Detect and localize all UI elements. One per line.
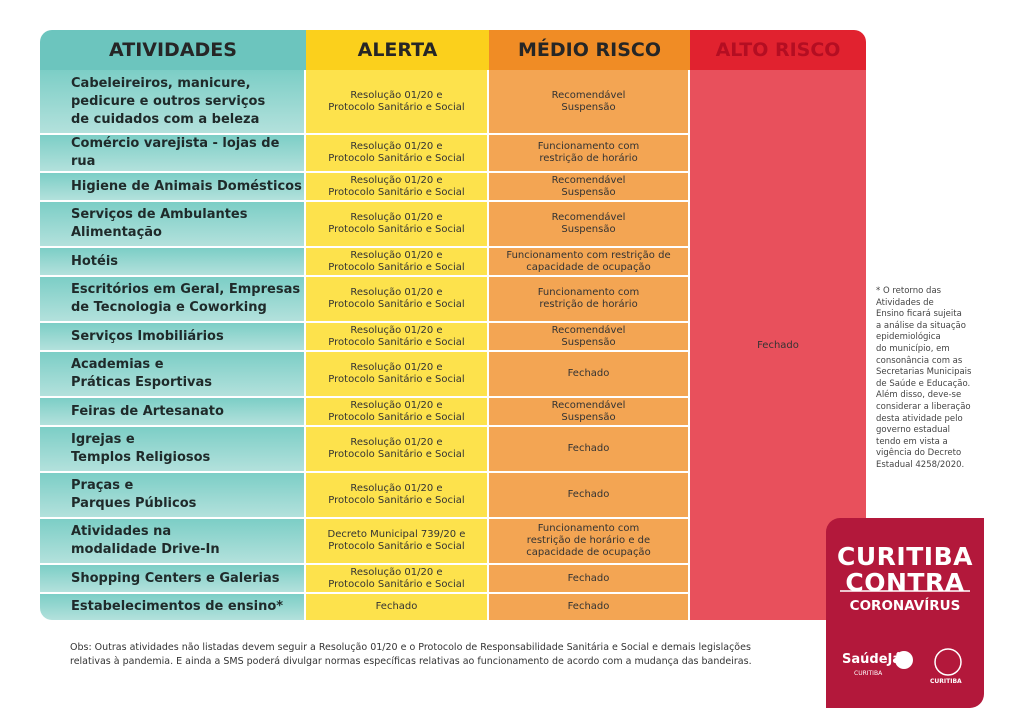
medium-risk-cell: Fechado: [489, 594, 690, 620]
alert-cell: Resolução 01/20 e Protocolo Sanitário e …: [306, 323, 489, 352]
activity-cell: Estabelecimentos de ensino*: [40, 594, 306, 620]
saude-ja-logo: SaúdeJá: [842, 652, 902, 667]
medium-risk-cell: Funcionamento com restrição de horário: [489, 135, 690, 173]
medium-risk-cell: Recomendável Suspensão: [489, 398, 690, 427]
medium-risk-cell: Fechado: [489, 427, 690, 473]
activity-cell: Shopping Centers e Galerias: [40, 565, 306, 594]
alert-cell: Resolução 01/20 e Protocolo Sanitário e …: [306, 565, 489, 594]
logo-line: CORONAVÍRUS: [849, 598, 961, 614]
table-row: Higiene de Animais Domésticos Resolução 0…: [40, 173, 866, 202]
medium-risk-cell: Recomendável Suspensão: [489, 323, 690, 352]
alert-cell: Resolução 01/20 e Protocolo Sanitário e …: [306, 473, 489, 519]
side-note: * O retorno das Atividades de Ensino fic…: [876, 286, 972, 470]
alert-cell: Resolução 01/20 e Protocolo Sanitário e …: [306, 202, 489, 248]
logo-decor: [840, 590, 970, 676]
activity-cell: Academias e Práticas Esportivas: [40, 352, 306, 398]
table-row: Feiras de Artesanato Resolução 01/20 e Pr…: [40, 398, 866, 427]
medium-risk-cell: Recomendável Suspensão: [489, 202, 690, 248]
activity-cell: Praças e Parques Públicos: [40, 473, 306, 519]
alert-cell: Resolução 01/20 e Protocolo Sanitário e …: [306, 277, 489, 323]
logo-line: CURITIBA: [837, 542, 973, 571]
column-header: ALERTA: [306, 30, 489, 70]
alert-cell: Decreto Municipal 739/20 e Protocolo San…: [306, 519, 489, 565]
table-row: Serviços de Ambulantes Alimentação Resolu…: [40, 202, 866, 248]
medium-risk-cell: Funcionamento com restrição de horário: [489, 277, 690, 323]
medium-risk-cell: Fechado: [489, 352, 690, 398]
alert-cell: Resolução 01/20 e Protocolo Sanitário e …: [306, 135, 489, 173]
alert-cell: Resolução 01/20 e Protocolo Sanitário e …: [306, 398, 489, 427]
medium-risk-cell: Funcionamento com restrição de capacidad…: [489, 248, 690, 277]
medium-risk-cell: Recomendável Suspensão: [489, 70, 690, 135]
medium-risk-cell: Funcionamento com restrição de horário e…: [489, 519, 690, 565]
alert-cell: Resolução 01/20 e Protocolo Sanitário e …: [306, 248, 489, 277]
saude-ja-sub: CURITIBA: [854, 670, 883, 677]
table-row: Atividades na modalidade Drive-In Decreto…: [40, 519, 866, 565]
alert-cell: Resolução 01/20 e Protocolo Sanitário e …: [306, 70, 489, 135]
table-row: Praças e Parques Públicos Resolução 01/20…: [40, 473, 866, 519]
activity-cell: Serviços Imobiliários: [40, 323, 306, 352]
table-row: Hotéis Resolução 01/20 e Protocolo Sanitá…: [40, 248, 866, 277]
alert-cell: Resolução 01/20 e Protocolo Sanitário e …: [306, 352, 489, 398]
alert-cell: Fechado: [306, 594, 489, 620]
table-row: Escritórios em Geral, Empresas de Tecnol…: [40, 277, 866, 323]
medium-risk-cell: Fechado: [489, 473, 690, 519]
medium-risk-cell: Recomendável Suspensão: [489, 173, 690, 202]
table-row: Cabeleireiros, manicure, pedicure e outr…: [40, 70, 866, 620]
activity-cell: Atividades na modalidade Drive-In: [40, 519, 306, 565]
column-header: ALTO RISCO: [690, 30, 866, 70]
table-row: Comércio varejista - lojas de rua Resoluç…: [40, 135, 866, 173]
alert-cell: Resolução 01/20 e Protocolo Sanitário e …: [306, 427, 489, 473]
activity-cell: Comércio varejista - lojas de rua: [40, 135, 306, 173]
activity-cell: Cabeleireiros, manicure, pedicure e outr…: [40, 70, 306, 135]
activity-cell: Feiras de Artesanato: [40, 398, 306, 427]
activity-cell: Igrejas e Templos Religiosos: [40, 427, 306, 473]
alert-cell: Resolução 01/20 e Protocolo Sanitário e …: [306, 173, 489, 202]
header-row: ATIVIDADES ALERTA MÉDIO RISCO ALTO RISCO: [40, 30, 866, 70]
table-row: Igrejas e Templos Religiosos Resolução 01…: [40, 427, 866, 473]
table-row: Shopping Centers e Galerias Resolução 01/…: [40, 565, 866, 594]
column-header: MÉDIO RISCO: [489, 30, 690, 70]
activity-cell: Higiene de Animais Domésticos: [40, 173, 306, 202]
activities-table: ATIVIDADES ALERTA MÉDIO RISCO ALTO RISCO Ca…: [40, 30, 866, 620]
campaign-logo: CURITIBA CONTRA CORONAVÍRUS SaúdeJá CURI…: [826, 518, 984, 708]
activity-cell: Serviços de Ambulantes Alimentação: [40, 202, 306, 248]
table-row: Academias e Práticas Esportivas Resolução…: [40, 352, 866, 398]
footnote: Obs: Outras atividades não listadas deve…: [70, 642, 752, 667]
logo-line: CONTRA: [845, 568, 965, 597]
medium-risk-cell: Fechado: [489, 565, 690, 594]
column-header: ATIVIDADES: [40, 30, 306, 70]
table-row: Estabelecimentos de ensino* Fechado Fechad…: [40, 594, 866, 620]
city-seal-label: CURITIBA: [930, 678, 962, 685]
table-row: Serviços Imobiliários Resolução 01/20 e P…: [40, 323, 866, 352]
activity-cell: Escritórios em Geral, Empresas de Tecnol…: [40, 277, 306, 323]
activity-cell: Hotéis: [40, 248, 306, 277]
